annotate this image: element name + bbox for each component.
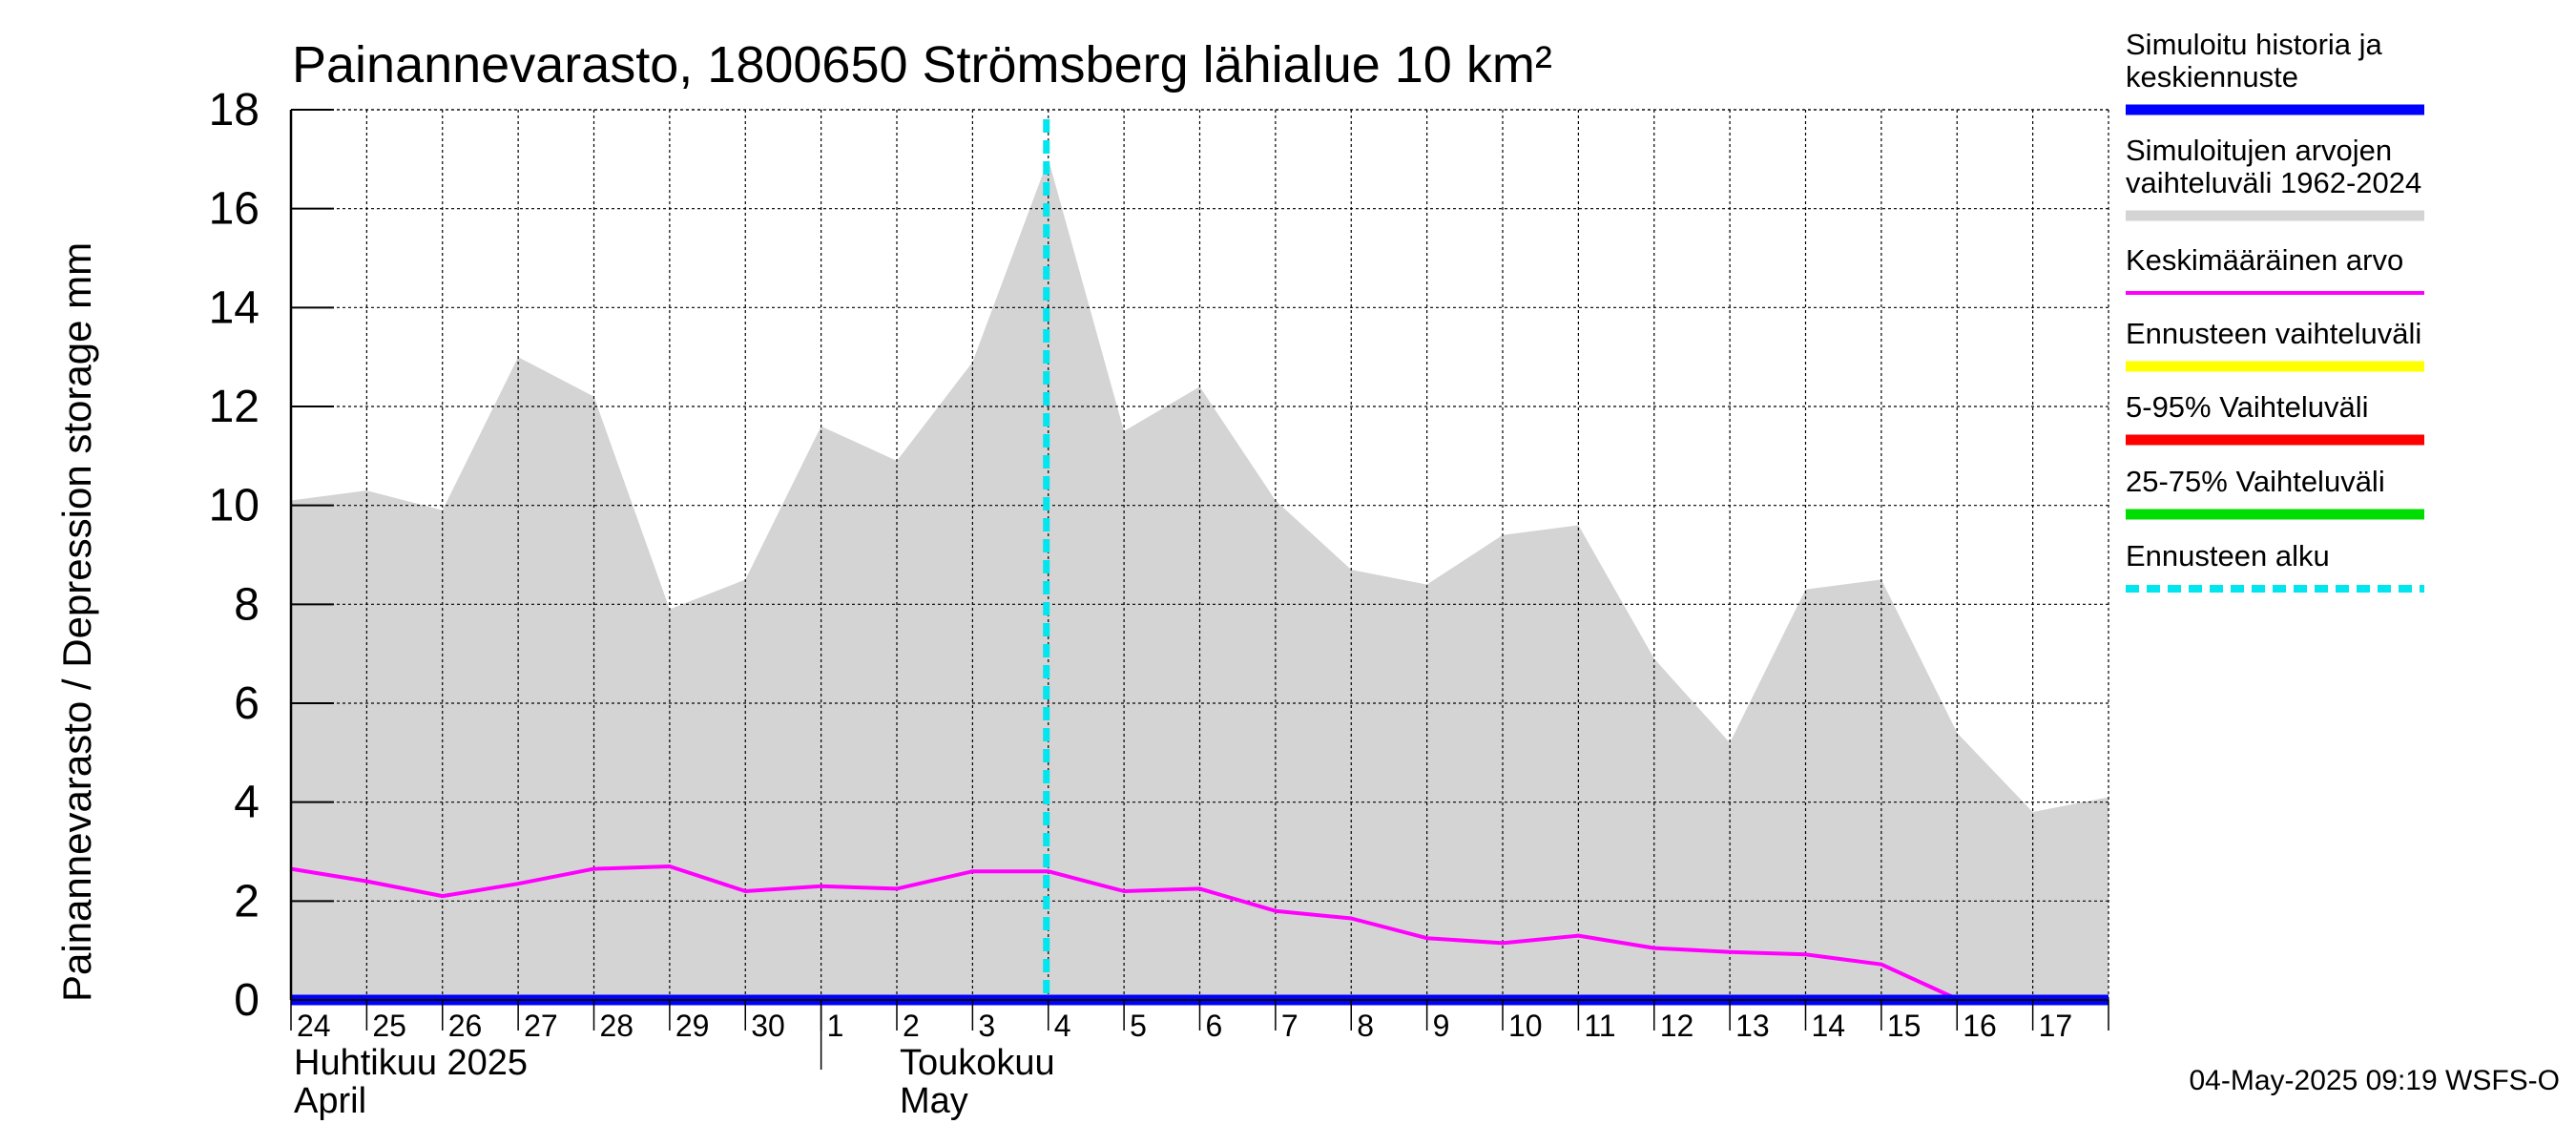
series-mean-value: [290, 864, 2109, 1001]
x-tick-label: 2: [903, 1009, 920, 1043]
y-tick-label: 14: [209, 282, 260, 333]
x-tick-label: 24: [297, 1009, 331, 1043]
x-tick-label: 8: [1357, 1009, 1374, 1043]
legend-label: vaihteluväli 1962-2024: [2126, 166, 2421, 199]
x-tick-label: 28: [600, 1009, 634, 1043]
y-tick-label: 2: [234, 876, 260, 926]
y-tick-label: 16: [209, 184, 260, 235]
y-axis-label: Painannevarasto / Depression storage mm: [54, 242, 99, 1002]
y-tick-label: 0: [234, 975, 260, 1026]
y-tick-label: 4: [234, 778, 260, 828]
y-tick-label: 10: [209, 481, 260, 531]
x-tick-label: 9: [1433, 1009, 1450, 1043]
x-tick-label: 7: [1281, 1009, 1298, 1043]
x-tick-label: 29: [675, 1009, 710, 1043]
month-label-en: April: [294, 1081, 366, 1121]
x-tick-label: 13: [1735, 1009, 1770, 1043]
x-tick-label: 6: [1206, 1009, 1223, 1043]
y-tick-label: 8: [234, 579, 260, 630]
x-tick-label: 4: [1054, 1009, 1071, 1043]
legend-label: Ennusteen vaihteluväli: [2126, 317, 2421, 350]
x-tick-label: 14: [1812, 1009, 1846, 1043]
x-tick-label: 25: [372, 1009, 406, 1043]
x-tick-label: 5: [1130, 1009, 1147, 1043]
x-tick-label: 10: [1508, 1009, 1543, 1043]
x-tick-label: 12: [1660, 1009, 1694, 1043]
month-label: Toukokuu: [900, 1043, 1055, 1083]
y-tick-label: 6: [234, 678, 260, 729]
x-tick-label: 26: [448, 1009, 483, 1043]
legend-label: keskiennuste: [2126, 60, 2298, 94]
x-tick-label: 30: [751, 1009, 785, 1043]
month-label: Huhtikuu 2025: [294, 1043, 528, 1083]
x-tick-label: 1: [827, 1009, 844, 1043]
timestamp-footer: 04-May-2025 09:19 WSFS-O: [2190, 1065, 2561, 1096]
legend-label: Simuloitujen arvojen: [2126, 134, 2392, 167]
legend-label: Ennusteen alku: [2126, 539, 2330, 572]
legend-label: 5-95% Vaihteluväli: [2126, 390, 2368, 424]
legend-label: Simuloitu historia ja: [2126, 28, 2383, 61]
y-tick-label: 12: [209, 382, 260, 432]
x-tick-label: 16: [1963, 1009, 1997, 1043]
y-tick-label: 18: [209, 85, 260, 135]
month-label-en: May: [900, 1081, 968, 1121]
chart-title: Painannevarasto, 1800650 Strömsberg lähi…: [292, 36, 1552, 94]
x-tick-label: 17: [2039, 1009, 2073, 1043]
legend-label: 25-75% Vaihteluväli: [2126, 465, 2385, 498]
x-tick-label: 3: [978, 1009, 995, 1043]
legend-label: Keskimääräinen arvo: [2126, 243, 2403, 277]
x-tick-label: 11: [1584, 1009, 1615, 1043]
x-tick-label: 27: [524, 1009, 558, 1043]
x-tick-label: 15: [1887, 1009, 1922, 1043]
